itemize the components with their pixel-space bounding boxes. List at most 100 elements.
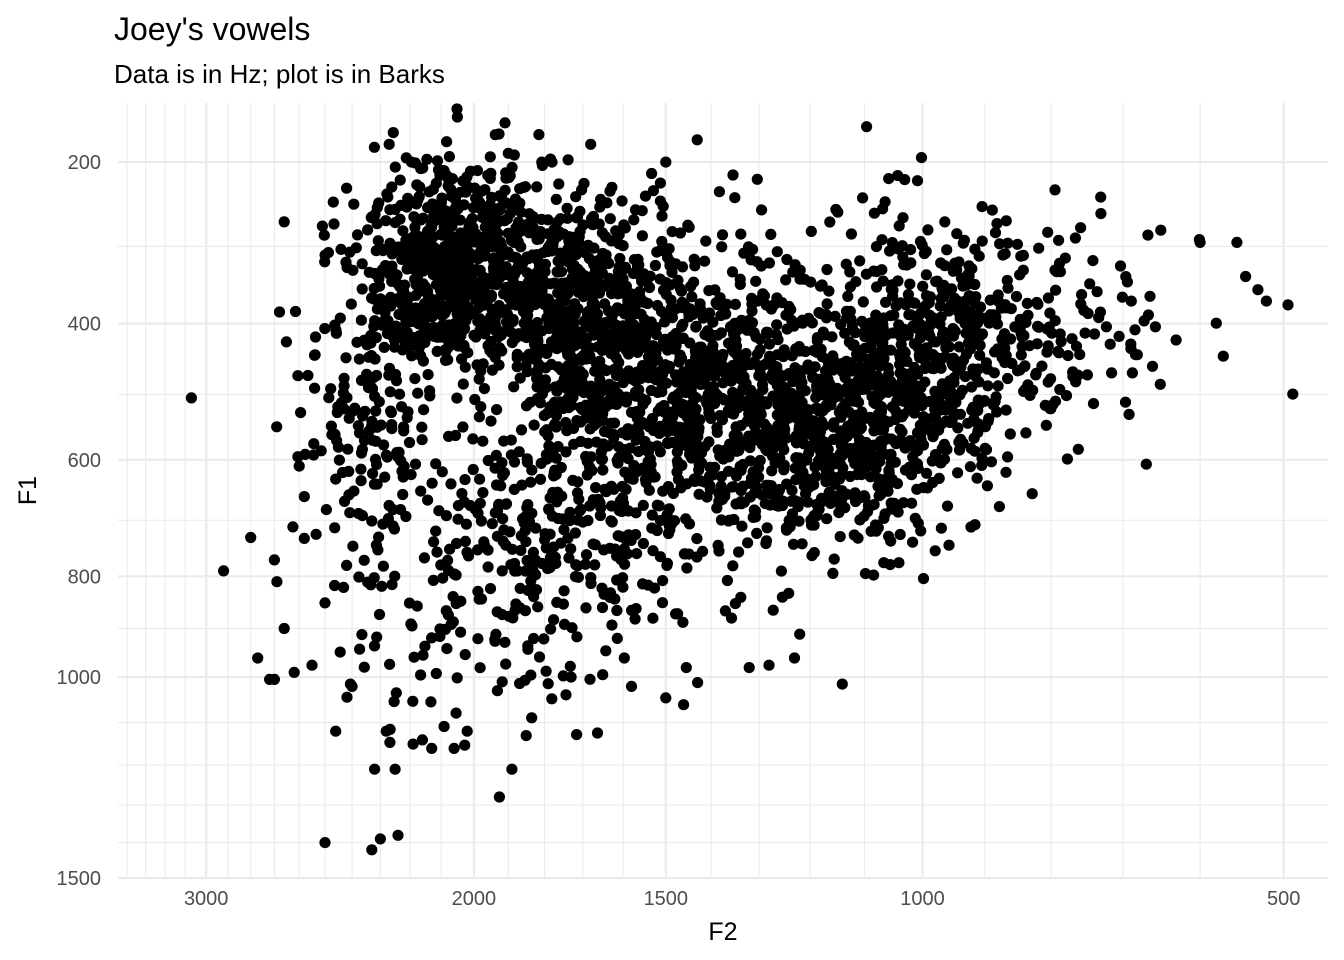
data-point [536,285,548,297]
data-point [375,419,387,431]
data-point [797,316,809,328]
data-point [410,212,422,224]
data-point [538,299,551,311]
data-point [636,230,649,242]
data-point [893,220,905,232]
data-point [857,296,869,308]
data-point [750,275,762,287]
data-point [534,473,547,485]
data-point [390,375,403,387]
data-point [442,354,454,366]
data-point [618,394,630,407]
data-point [436,229,448,241]
data-point [351,336,363,348]
data-point [805,225,817,237]
data-point [1282,299,1294,311]
data-point [911,445,924,457]
data-point [885,310,897,322]
data-point [947,323,959,335]
data-point [1114,260,1127,272]
data-point [979,312,992,324]
data-point [991,318,1004,330]
data-point [677,332,689,344]
data-point [461,546,473,558]
data-point [309,331,322,343]
data-point [824,461,836,473]
data-point [416,434,428,446]
data-point [604,542,616,554]
data-point [496,565,508,577]
data-point [489,462,501,474]
chart-subtitle: Data is in Hz; plot is in Barks [114,59,445,89]
data-point [839,327,851,339]
data-point [604,213,616,225]
data-point [428,209,440,222]
data-point [703,407,715,419]
data-point [1042,340,1054,352]
data-point [611,550,623,562]
data-point [690,320,702,332]
data-point [643,484,655,496]
data-point [390,687,402,699]
data-point [400,152,412,164]
data-point [960,327,972,339]
data-point [743,662,755,674]
data-point [822,392,834,404]
data-point [371,202,383,214]
data-point [409,157,421,169]
data-point [654,551,667,563]
data-point [638,313,651,326]
data-point [597,363,609,375]
data-point [894,434,906,446]
data-point [716,241,728,253]
data-point [298,491,310,503]
data-point [322,247,334,259]
data-point [535,226,547,238]
data-point [409,273,421,285]
data-point [1006,357,1018,370]
data-point [1100,321,1112,333]
data-point [637,578,649,590]
data-point [505,449,517,461]
data-point [821,263,833,276]
x-axis-tick-labels: 3000 2000 1500 1000 500 [184,888,1300,910]
data-point [353,571,365,583]
data-point [1217,350,1229,362]
data-point [936,442,948,454]
data-point [493,272,505,284]
data-point [856,383,868,395]
data-point [531,317,544,329]
data-point [814,280,827,292]
data-point [567,474,579,486]
data-point [742,537,754,549]
data-point [637,418,649,430]
data-point [371,459,383,471]
data-point [362,224,374,236]
data-point [385,405,397,417]
data-point [707,345,719,358]
data-point [906,497,918,509]
data-point [951,264,963,276]
data-point [890,405,902,417]
data-point [492,307,504,319]
data-point [563,373,576,385]
data-point [1146,360,1159,372]
data-point [933,424,945,436]
data-point [319,837,331,849]
data-point [947,406,959,418]
data-point [334,646,346,658]
data-point [502,147,514,159]
data-point [729,192,741,204]
data-point [522,276,534,288]
data-point [338,581,350,594]
data-point [579,270,591,282]
data-point [964,461,977,473]
data-point [319,256,331,268]
data-point [388,696,400,708]
data-point [560,277,573,289]
data-point [467,202,480,214]
data-point [914,352,926,364]
data-point [458,342,470,354]
data-point [688,276,700,288]
data-point [576,184,588,196]
